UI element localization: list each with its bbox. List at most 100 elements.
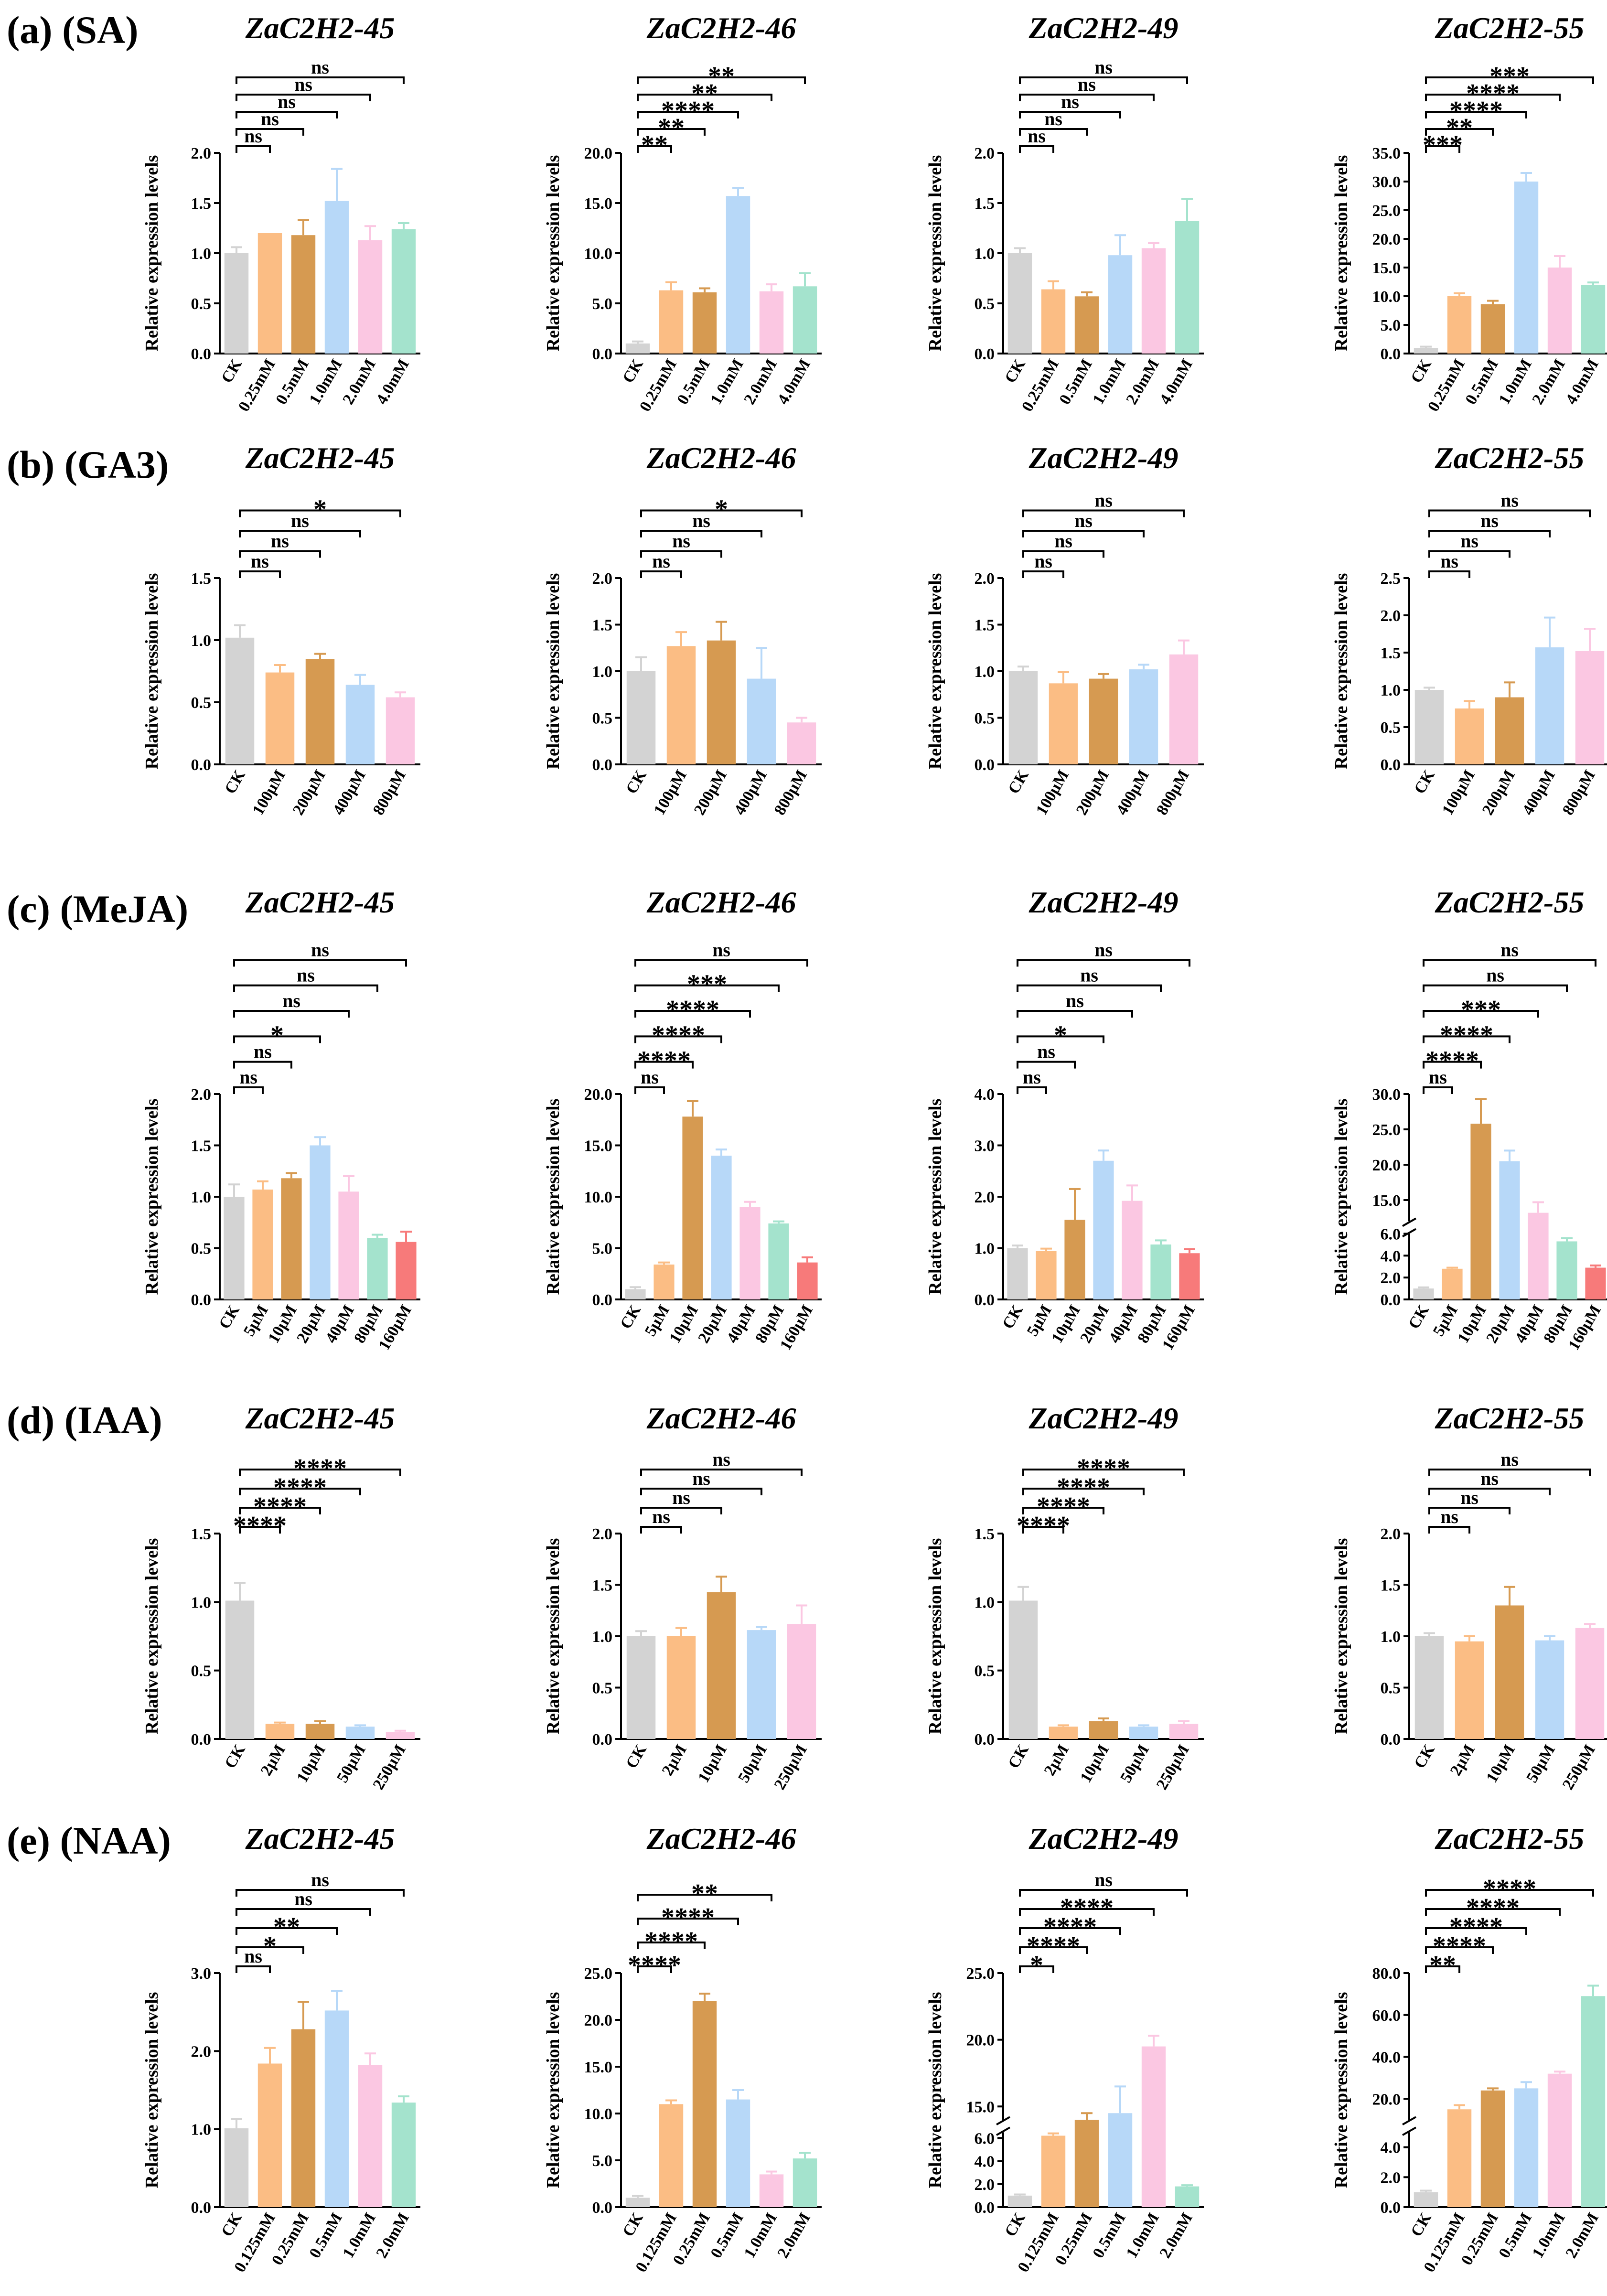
x-tick-label: 1.0mM [1123, 2210, 1163, 2262]
bar-400μM [747, 678, 776, 764]
significance-label: ns [1034, 550, 1052, 572]
significance-label: ** [691, 1879, 718, 1909]
significance-bracket [1425, 145, 1460, 153]
y-tick-label: 20.0 [584, 2012, 613, 2029]
bar-50μM [1129, 1727, 1158, 1739]
significance-label: ns [311, 56, 329, 78]
bar-160μM [1179, 1253, 1200, 1299]
bar-80μM [768, 1223, 789, 1299]
x-tick-label: 250μM [1559, 1742, 1599, 1793]
bar-5μM [252, 1189, 273, 1299]
bar-20μM [1093, 1160, 1114, 1299]
bar-10μM [281, 1178, 302, 1299]
bar-20μM [310, 1145, 331, 1299]
y-tick-label: 0.0 [191, 1291, 212, 1309]
y-tick-label: 0.0 [592, 756, 613, 774]
y-tick-label: 2.0 [975, 145, 995, 162]
x-tick-label: 400μM [731, 767, 771, 818]
bar-100μM [1455, 708, 1484, 764]
bar-1.0mM [759, 2174, 784, 2207]
significance-bracket [1425, 1965, 1460, 1973]
significance-label: **** [1017, 1511, 1070, 1541]
significance-bracket [1022, 1526, 1064, 1534]
significance-bracket [236, 111, 338, 118]
x-tick-label: 1.0mM [1495, 356, 1535, 408]
significance-bracket [1425, 128, 1494, 136]
significance-bracket [1019, 145, 1054, 153]
bar-250μM [1169, 1724, 1199, 1739]
y-tick-label: 40.0 [1372, 2049, 1401, 2067]
y-tick-label: 0.5 [191, 1663, 212, 1680]
y-tick-label: 80.0 [1372, 1965, 1401, 1983]
significance-bracket [239, 509, 401, 517]
significance-bracket [634, 1035, 722, 1043]
y-tick-label: 10.0 [1372, 288, 1401, 306]
significance-bracket [1017, 984, 1162, 992]
y-tick-label: 30.0 [1372, 173, 1401, 191]
y-tick-label: 20.0 [1372, 231, 1401, 248]
significance-bracket [233, 959, 407, 967]
x-tick-label: 100μM [249, 767, 289, 818]
significance-label: ns [1429, 1066, 1447, 1088]
y-tick-label: 1.0 [191, 1189, 212, 1206]
significance-bracket [233, 1035, 321, 1043]
chart-title: ZaC2H2-46 [646, 441, 796, 475]
y-tick-label: 2.0 [1381, 607, 1401, 625]
x-tick-label: 100μM [1033, 767, 1072, 818]
significance-label: **** [1027, 1931, 1080, 1961]
chart-title: ZaC2H2-55 [1435, 1822, 1585, 1856]
significance-bracket [239, 1469, 401, 1476]
x-tick-label: 800μM [370, 767, 409, 818]
bar-40μM [1528, 1212, 1549, 1299]
bar-200μM [707, 640, 736, 764]
significance-bracket [233, 1086, 264, 1094]
bar-10μM [305, 1724, 335, 1739]
x-tick-label: CK [999, 1302, 1027, 1332]
x-tick-label: 0.5mM [1056, 356, 1096, 408]
significance-label: ns [1440, 550, 1458, 572]
significance-label: ns [271, 530, 289, 552]
significance-label: **** [1449, 1912, 1503, 1942]
significance-label: ns [1500, 1448, 1519, 1470]
bar-4.0mM [1581, 285, 1606, 354]
bar-40μM [739, 1207, 761, 1299]
x-tick-label: 2μM [1041, 1742, 1072, 1779]
y-tick-label: 15.0 [584, 195, 613, 213]
bar-0.5mM [1514, 2088, 1539, 2207]
y-tick-label: 0.0 [191, 2199, 212, 2217]
significance-bracket [236, 1889, 405, 1897]
chart-title: ZaC2H2-49 [1028, 1822, 1178, 1856]
bar-2.0mM [759, 291, 784, 354]
significance-bracket [1428, 1507, 1511, 1514]
y-tick-label: 0.0 [592, 2199, 613, 2217]
y-tick-label: 0.0 [592, 1731, 613, 1749]
chart-zac2h2-46-row4: ZaC2H2-46 Relative expression levels 0.0 5.… [543, 1822, 822, 2275]
significance-bracket [637, 111, 739, 118]
x-tick-label: 1.0mM [707, 356, 747, 408]
bar-0.25mM [1480, 2090, 1505, 2207]
x-tick-label: 10μM [1454, 1302, 1490, 1346]
significance-label: ns [641, 1066, 659, 1088]
axis-break-mark [1402, 1217, 1416, 1227]
significance-label: ** [658, 113, 685, 143]
x-tick-label: 0.5mM [707, 2210, 747, 2262]
chart-title: ZaC2H2-46 [646, 1822, 796, 1856]
bar-0.125mM [1447, 2109, 1472, 2207]
x-tick-label: 0.5mM [306, 2210, 346, 2262]
y-tick-label: 6.0 [1381, 1225, 1401, 1243]
y-tick-label: 0.5 [191, 694, 212, 712]
significance-label: ns [1074, 510, 1093, 531]
bar-200μM [1089, 678, 1118, 764]
y-tick-label: 0.5 [592, 710, 613, 728]
significance-bracket [1425, 94, 1561, 101]
significance-label: **** [1060, 1893, 1114, 1923]
y-tick-label: 0.0 [975, 2199, 995, 2217]
x-tick-label: 40μM [322, 1302, 358, 1346]
y-axis-label: Relative expression levels [1331, 1992, 1351, 2189]
bar-CK [1007, 253, 1032, 354]
chart-title: ZaC2H2-55 [1435, 11, 1585, 45]
significance-label: **** [253, 1492, 307, 1522]
significance-label: * [1030, 1951, 1043, 1980]
significance-bracket [1425, 111, 1527, 118]
